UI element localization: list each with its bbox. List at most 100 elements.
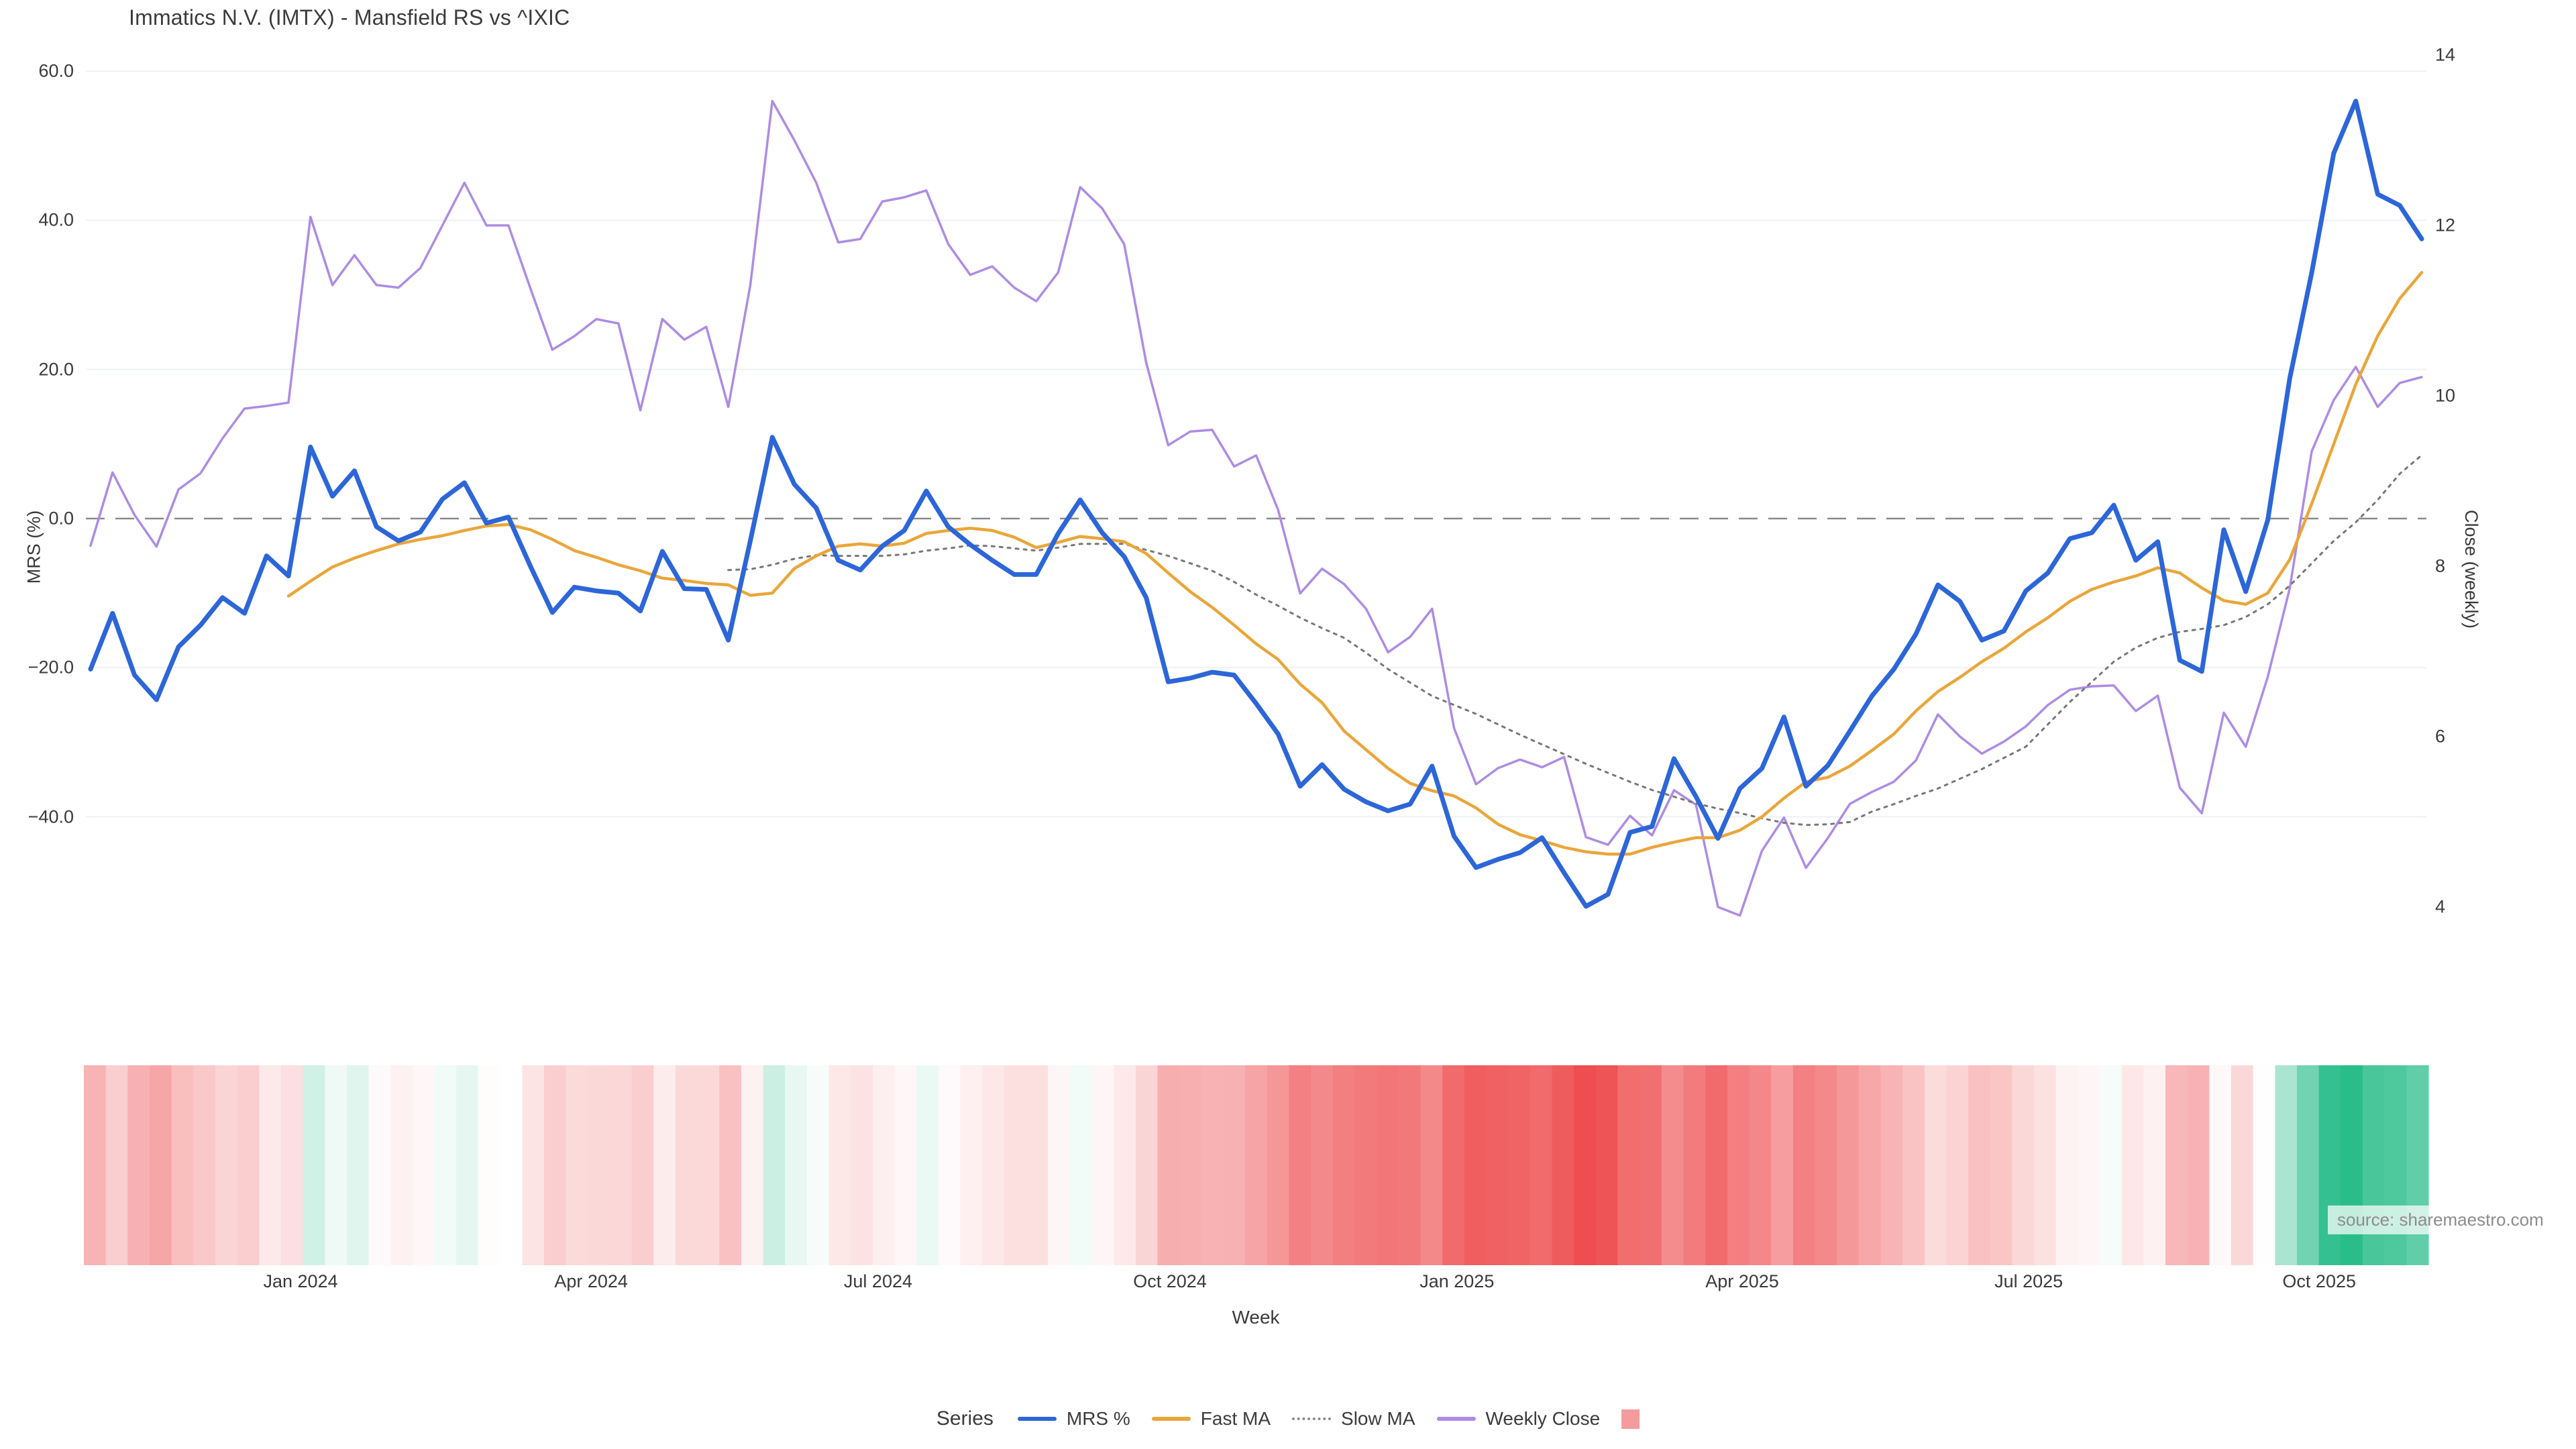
heatmap-cell: [2034, 1065, 2057, 1265]
heatmap-cell: [456, 1065, 479, 1265]
heatmap-cell: [325, 1065, 347, 1265]
heatmap-cell: [1332, 1065, 1356, 1265]
heatmap-cell: [1486, 1065, 1509, 1265]
legend-entry-label: Fast MA: [1200, 1408, 1271, 1429]
heatmap-cell: [2297, 1065, 2320, 1265]
heatmap-cell: [215, 1065, 238, 1265]
heatmap-cell: [588, 1065, 610, 1265]
mrs-line: [88, 99, 2424, 909]
heatmap-cell: [171, 1065, 194, 1265]
x-tick: Apr 2024: [554, 1271, 628, 1291]
heatmap-cell: [1245, 1065, 1268, 1265]
heatmap-cell: [741, 1065, 764, 1265]
heatmap-cell: [2363, 1065, 2385, 1265]
y-tick-left: 60.0: [38, 60, 74, 81]
x-tick: Apr 2025: [1705, 1271, 1779, 1291]
heatmap-cell: [2209, 1065, 2232, 1265]
legend-entry-label: Slow MA: [1341, 1408, 1415, 1429]
heatmap-cell: [785, 1065, 808, 1265]
heatmap-cell: [1749, 1065, 1772, 1265]
heatmap-cell: [2231, 1065, 2254, 1265]
heatmap-cell: [2253, 1065, 2275, 1265]
series-swatch-icon: [1017, 1417, 1057, 1421]
y-tick-right: 14: [2435, 44, 2456, 65]
heatmap-cell: [84, 1065, 107, 1265]
heatmap-cell: [916, 1065, 939, 1265]
heatmap-cell: [2341, 1065, 2363, 1265]
heatmap-cell: [2165, 1065, 2188, 1265]
legend-entries: MRS % Fast MA Slow MA Weekly Close: [1017, 1408, 1640, 1430]
heatmap-cell: [434, 1065, 457, 1265]
heatmap-cell: [1683, 1065, 1706, 1265]
heatmap-cell: [1902, 1065, 1925, 1265]
heatmap-cell: [1880, 1065, 1903, 1265]
heatmap-cell: [872, 1065, 896, 1265]
heatmap-cell: [675, 1065, 698, 1265]
heatmap-cell: [1640, 1065, 1662, 1265]
heatmap-swatch-icon: [1621, 1409, 1640, 1429]
heatmap-cell: [281, 1065, 304, 1265]
heatmap-cell: [150, 1065, 172, 1265]
heatmap-cell: [763, 1065, 786, 1265]
y-tick-right: 4: [2435, 896, 2446, 917]
heatmap-cell: [982, 1065, 1005, 1265]
heatmap-cell: [2100, 1065, 2123, 1265]
x-tick: Jul 2024: [843, 1271, 912, 1291]
x-tick: Oct 2024: [1133, 1271, 1207, 1291]
heatmap-cell: [1201, 1065, 1224, 1265]
heatmap-cell: [390, 1065, 413, 1265]
heatmap-cell: [303, 1065, 325, 1265]
legend: Series MRS % Fast MA Slow MA Weekly Close: [0, 1407, 2576, 1430]
heatmap-cell: [1508, 1065, 1531, 1265]
heatmap-cell: [631, 1065, 654, 1265]
heatmap-cell: [653, 1065, 676, 1265]
heatmap-cell: [1442, 1065, 1465, 1265]
heatmap-cell: [1267, 1065, 1290, 1265]
heatmap-cell: [1048, 1065, 1071, 1265]
heatmap-cell: [105, 1065, 128, 1265]
heatmap-cell: [1705, 1065, 1728, 1265]
heatmap-cell: [1727, 1065, 1750, 1265]
heatmap-cell: [193, 1065, 216, 1265]
heatmap-cell: [960, 1065, 983, 1265]
heatmap-cell: [1179, 1065, 1202, 1265]
y-tick-right: 12: [2435, 215, 2456, 235]
heatmap-cell: [1661, 1065, 1684, 1265]
heatmap-cell: [127, 1065, 150, 1265]
slow-ma-line: [727, 454, 2423, 826]
heatmap-cell: [697, 1065, 720, 1265]
heatmap-cell: [1968, 1065, 1991, 1265]
heatmap-cell: [500, 1065, 523, 1265]
legend-entry-label: Weekly Close: [1485, 1408, 1601, 1429]
heatmap-cell: [347, 1065, 370, 1265]
y-axis-label-right: Close (weekly): [2461, 510, 2481, 629]
heatmap-cell: [2384, 1065, 2407, 1265]
x-tick: Oct 2025: [2282, 1271, 2357, 1291]
heatmap-cell: [806, 1065, 830, 1265]
heatmap-cell: [1464, 1065, 1487, 1265]
heatmap-cell: [2318, 1065, 2341, 1265]
heatmap-cell: [1311, 1065, 1334, 1265]
heatmap-cell: [2143, 1065, 2166, 1265]
heatmap-cell: [1924, 1065, 1947, 1265]
heatmap-cell: [609, 1065, 633, 1265]
heatmap-cell: [1858, 1065, 1881, 1265]
heatmap-cell: [2187, 1065, 2210, 1265]
y-tick-right: 6: [2435, 726, 2446, 747]
weekly-close-line: [89, 99, 2423, 917]
heatmap-cell: [1815, 1065, 1837, 1265]
heatmap-cell: [1398, 1065, 1421, 1265]
x-axis-label: Week: [1232, 1307, 1280, 1328]
heatmap-cell: [1114, 1065, 1136, 1265]
heatmap-cell: [1771, 1065, 1794, 1265]
y-tick-right: 10: [2435, 385, 2456, 406]
heatmap-cell: [1223, 1065, 1246, 1265]
heatmap-cell: [2406, 1065, 2429, 1265]
heatmap-cell: [851, 1065, 873, 1265]
heatmap-cell: [2012, 1065, 2035, 1265]
legend-entry-heatmap: [1621, 1409, 1640, 1429]
heatmap-cell: [1617, 1065, 1640, 1265]
y-tick-left: 40.0: [38, 209, 74, 230]
heatmap-cell: [1289, 1065, 1311, 1265]
